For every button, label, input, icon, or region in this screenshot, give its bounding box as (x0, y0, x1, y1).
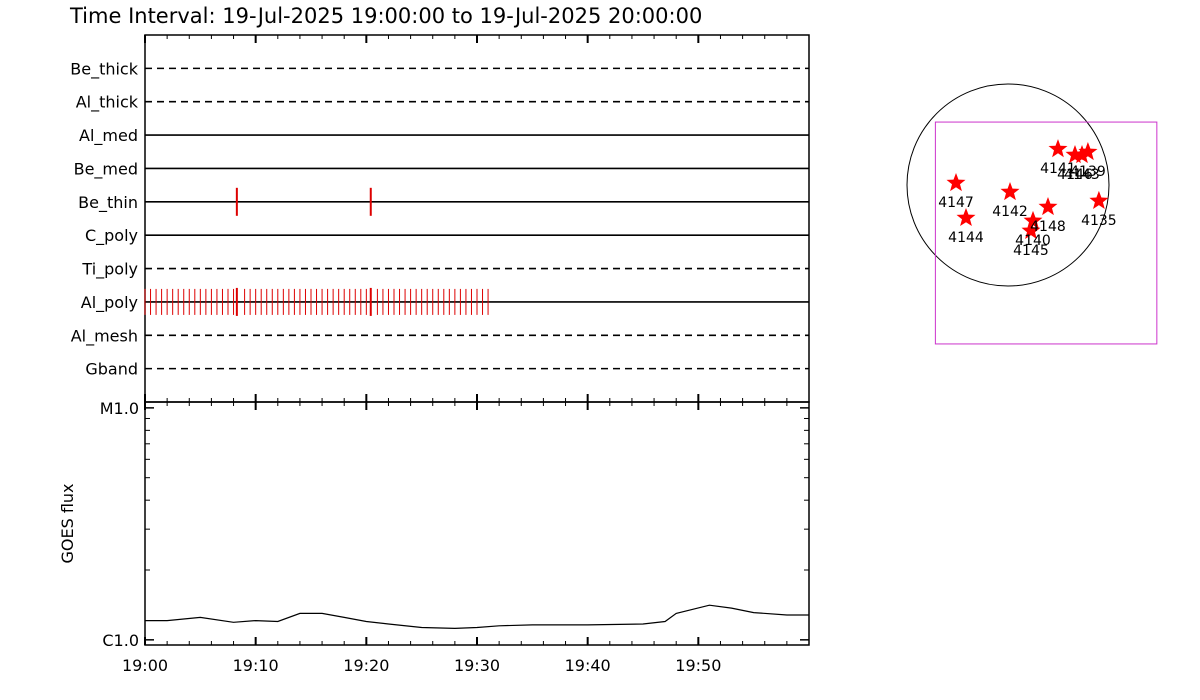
filter-label: Al_mesh (71, 326, 138, 346)
solar-limb (906, 83, 1110, 287)
active-region (1038, 197, 1058, 216)
x-tick-label: 19:20 (343, 656, 389, 675)
active-region (946, 173, 966, 192)
active-region (1078, 142, 1098, 161)
y-tick-label: C1.0 (102, 631, 139, 650)
active-region (1021, 220, 1041, 239)
x-tick-label: 19:40 (565, 656, 611, 675)
region-label: 4135 (1081, 213, 1117, 229)
region-label: 4140 (1015, 233, 1051, 249)
region-label: 4142 (992, 204, 1028, 220)
filter-label: Be_thin (78, 193, 138, 213)
x-tick-label: 19:30 (454, 656, 500, 675)
active-region (1048, 139, 1068, 158)
region-label: 4139 (1070, 164, 1106, 180)
filter-label: Al_thick (76, 93, 139, 113)
active-region (1065, 145, 1085, 164)
filter-label: Be_thick (70, 59, 138, 79)
region-label: 4143 (1064, 167, 1100, 183)
x-tick-label: 19:00 (122, 656, 168, 675)
filter-label: C_poly (85, 226, 138, 246)
active-region (1000, 182, 1020, 201)
active-region (1023, 210, 1043, 229)
active-region (956, 208, 976, 226)
region-label: 4141 (1040, 161, 1076, 177)
y-axis-label: GOES flux (58, 483, 77, 563)
filter-label: Be_med (74, 159, 138, 179)
y-tick-label: M1.0 (100, 399, 139, 418)
field-of-view (934, 121, 1158, 345)
region-label: 4146 (1057, 167, 1093, 183)
filter-label: Ti_poly (81, 260, 138, 280)
region-label: 4148 (1030, 219, 1066, 235)
filter-label: Al_med (79, 126, 138, 146)
goes-curve (145, 604, 809, 630)
filter-label: Gband (85, 360, 138, 379)
active-region (1072, 145, 1092, 164)
x-tick-label: 19:10 (233, 656, 279, 675)
region-label: 4147 (938, 195, 974, 211)
region-label: 4144 (948, 230, 984, 246)
chart-title: Time Interval: 19-Jul-2025 19:00:00 to 1… (69, 4, 702, 28)
active-region (1089, 190, 1109, 209)
region-label: 4145 (1013, 243, 1049, 259)
filter-label: Al_poly (81, 293, 138, 313)
x-tick-label: 19:50 (675, 656, 721, 675)
